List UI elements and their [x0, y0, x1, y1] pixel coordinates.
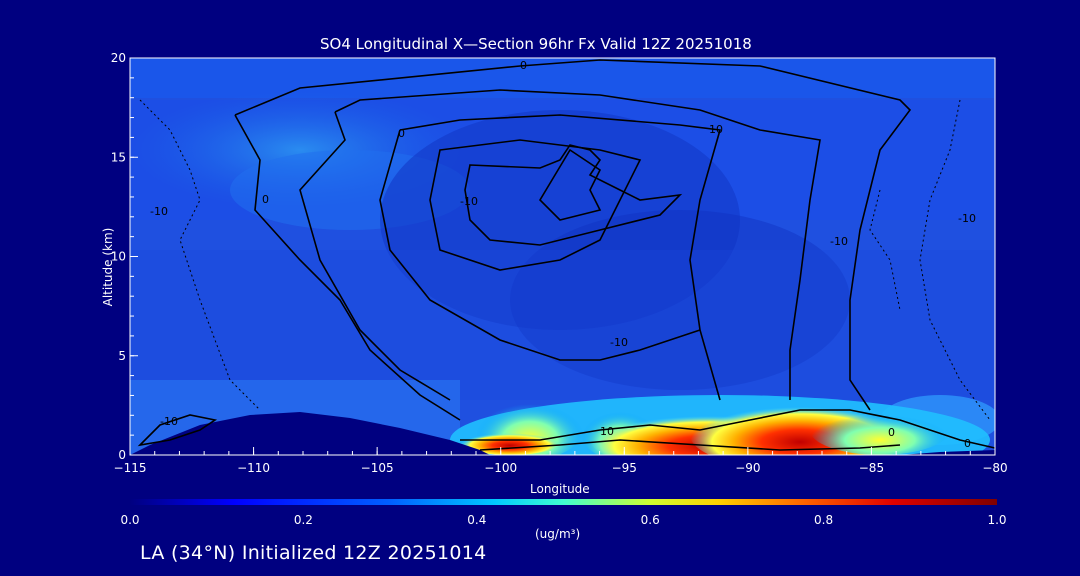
x-tick-label: −95 [612, 461, 637, 475]
y-tick-label: 5 [118, 349, 126, 363]
colorbar-label: (ug/m³) [535, 527, 581, 541]
x-tick-label: −85 [859, 461, 884, 475]
heatmap-field [130, 58, 995, 455]
contour-lines [137, 59, 996, 451]
colorbar-ticks: 0.0 0.2 0.4 0.6 0.8 1.0 [120, 513, 1006, 527]
x-tick-label: −110 [237, 461, 270, 475]
contour-label: -10 [460, 195, 478, 208]
x-tick-label: −80 [982, 461, 1007, 475]
contour-label: 0 [262, 193, 269, 206]
y-axis-label: Altitude (km) [101, 227, 115, 307]
contour-label: -10 [610, 336, 628, 349]
x-tick-label: −115 [114, 461, 147, 475]
colorbar-tick-label: 1.0 [987, 513, 1006, 527]
dotted-contours [139, 99, 991, 421]
colorbar-tick-label: 0.8 [814, 513, 833, 527]
colorbar-tick-label: 0.6 [641, 513, 660, 527]
contour-label: 10 [600, 425, 614, 438]
contour-label: 0 [398, 127, 405, 140]
colorbar-tick-label: 0.0 [120, 513, 139, 527]
y-tick-label: 10 [111, 250, 126, 264]
contour-label: -10 [150, 205, 168, 218]
y-tick-label: 0 [118, 448, 126, 462]
y-tick-label: 15 [111, 150, 126, 164]
contour-label: 0 [520, 59, 527, 72]
footer-text: LA (34°N) Initialized 12Z 20251014 [140, 542, 487, 564]
contour-label-group: 0 0 0 -10 10 -10 -10 -10 -10 10 -10 0 0 [150, 59, 976, 450]
contour-label: -10 [830, 235, 848, 248]
contour-label: -10 [160, 415, 178, 428]
contour-label: 0 [888, 426, 895, 439]
x-axis: −115 −110 −105 −100 −95 −90 −85 −80 [114, 447, 1008, 475]
chart-title: SO4 Longitudinal X—Section 96hr Fx Valid… [320, 35, 752, 53]
colorbar-tick-label: 0.2 [294, 513, 313, 527]
x-tick-label: −100 [484, 461, 517, 475]
colorbar-tick-label: 0.4 [467, 513, 486, 527]
contour-label: -10 [958, 212, 976, 225]
x-axis-label: Longitude [530, 482, 590, 496]
y-tick-label: 20 [111, 51, 126, 65]
colorbar [130, 499, 997, 505]
contour-label: 10 [709, 123, 723, 136]
contour-label: 0 [964, 437, 971, 450]
x-tick-label: −90 [735, 461, 760, 475]
y-axis: 0 5 10 15 20 [111, 51, 138, 462]
x-tick-label: −105 [361, 461, 394, 475]
